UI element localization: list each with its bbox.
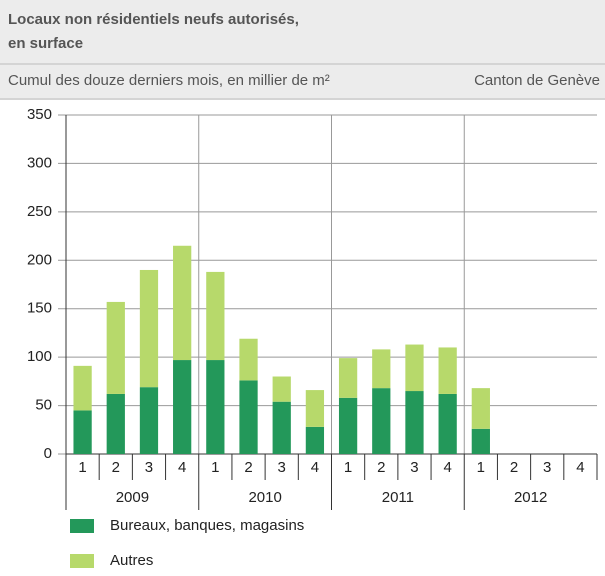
legend-swatch <box>70 519 94 533</box>
bar-segment <box>106 301 125 394</box>
chart-title: Locaux non résidentiels neufs autorisés, <box>8 11 299 28</box>
region: Canton de Genève <box>474 72 600 89</box>
x-tick-label: 1 <box>78 459 86 476</box>
x-tick-label: 3 <box>278 459 286 476</box>
bar-segment <box>305 426 325 454</box>
bar-segment <box>305 390 325 427</box>
bar-segment <box>438 347 457 394</box>
x-tick-label: 4 <box>576 459 584 476</box>
y-tick-label: 0 <box>44 445 52 462</box>
bar-segment <box>372 349 391 389</box>
bar-segment <box>272 376 291 402</box>
bar-segment <box>206 271 225 361</box>
legend-label: Autres <box>110 552 153 569</box>
y-tick-label: 350 <box>27 106 52 123</box>
y-tick-label: 250 <box>27 203 52 220</box>
x-tick-label: 1 <box>477 459 485 476</box>
x-group-label: 2010 <box>248 489 281 506</box>
bar-segment <box>73 365 92 411</box>
bar-segment <box>405 344 424 392</box>
bar-segment <box>239 338 258 381</box>
subtitle: Cumul des douze derniers mois, en millie… <box>8 72 330 89</box>
legend-swatch <box>70 554 94 568</box>
bar-segment <box>139 387 159 454</box>
bar-segment <box>471 388 490 429</box>
x-tick-label: 4 <box>311 459 319 476</box>
bar-segment <box>73 410 92 454</box>
y-tick-label: 150 <box>27 300 52 317</box>
chart-title-line2: en surface <box>8 35 83 52</box>
y-tick-label: 100 <box>27 348 52 365</box>
x-tick-label: 1 <box>211 459 219 476</box>
x-tick-label: 2 <box>112 459 120 476</box>
x-tick-label: 3 <box>145 459 153 476</box>
x-group-label: 2009 <box>116 489 149 506</box>
bar-segment <box>438 393 457 454</box>
bar-segment <box>173 245 192 361</box>
x-tick-label: 2 <box>244 459 252 476</box>
x-tick-label: 3 <box>543 459 551 476</box>
x-tick-label: 1 <box>344 459 352 476</box>
bar-segment <box>239 380 258 454</box>
bar-segment <box>106 393 125 454</box>
bar-segment <box>405 391 424 454</box>
y-tick-label: 300 <box>27 154 52 171</box>
x-tick-label: 4 <box>443 459 451 476</box>
x-tick-label: 4 <box>178 459 186 476</box>
bar-segment <box>338 397 358 454</box>
header-bg <box>0 0 605 100</box>
y-tick-label: 200 <box>27 251 52 268</box>
bar-segment <box>471 428 490 454</box>
bar-segment <box>206 360 225 454</box>
legend-label: Bureaux, banques, magasins <box>110 517 304 534</box>
bar-segment <box>372 388 391 454</box>
x-tick-label: 2 <box>510 459 518 476</box>
y-tick-label: 50 <box>35 397 52 414</box>
x-group-label: 2012 <box>514 489 547 506</box>
bar-segment <box>139 269 159 388</box>
bar-segment <box>272 401 291 454</box>
x-group-label: 2011 <box>382 489 414 506</box>
x-tick-label: 2 <box>377 459 385 476</box>
bar-segment <box>338 358 358 398</box>
bar-segment <box>173 360 192 454</box>
x-tick-label: 3 <box>410 459 418 476</box>
